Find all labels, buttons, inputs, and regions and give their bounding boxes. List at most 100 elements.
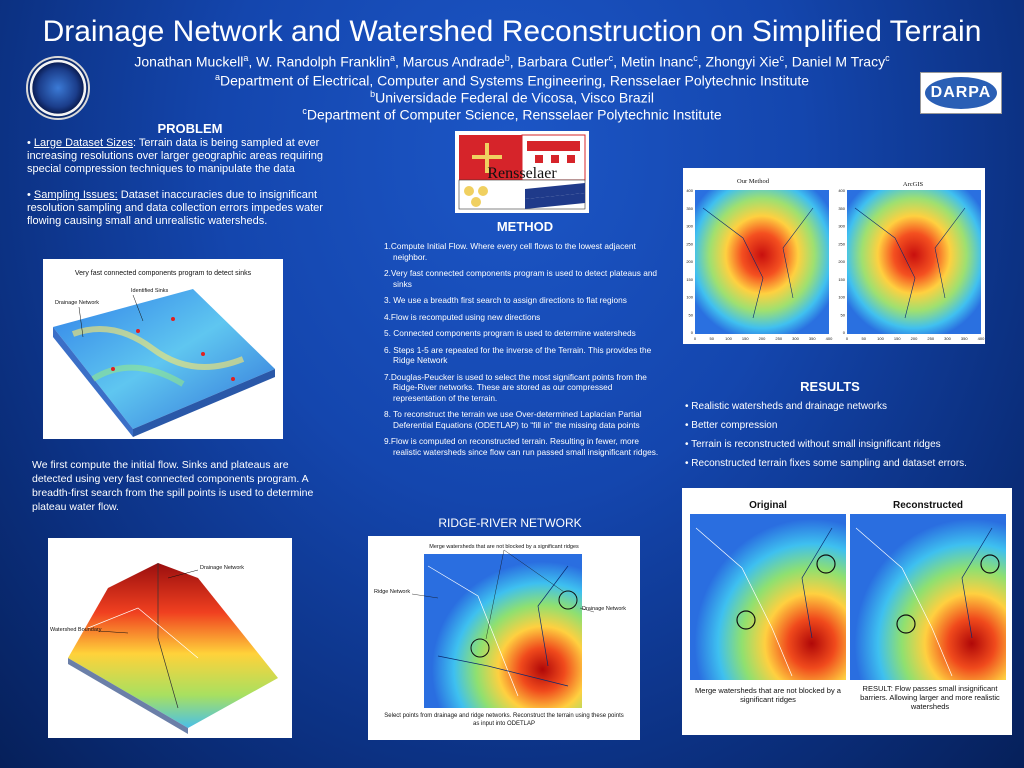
label-identified-sinks: Identified Sinks [131,288,169,294]
author-name: Jonathan Muckell [134,53,244,70]
ridge-river-caption: Select points from drainage and ridge ne… [384,713,624,727]
sinks-title: Very fast connected components program t… [75,270,252,277]
recon-right-title: Reconstructed [893,500,963,511]
rpi-logo-icon: Rensselaer [455,131,589,213]
author-name: Marcus Andrade [402,53,505,70]
label-ridge-network: Ridge Network [374,589,410,595]
y-tick-label: 0 [843,330,846,335]
ridge-river-heading: RIDGE-RIVER NETWORK [438,516,582,530]
results-list: • Realistic watersheds and drainage netw… [685,400,1005,476]
author-name: Zhongyi Xie [705,53,780,70]
y-tick-label: 50 [689,312,694,317]
compare-left-title: Our Method [737,178,770,185]
recon-left-caption: Merge watersheds that are not blocked by… [695,686,841,704]
reconstructed-figure: Original Reconstructed Merge watersheds … [682,488,1012,735]
affiliation-c: cDepartment of Computer Science, Renssel… [302,106,722,123]
y-tick-label: 100 [838,295,845,300]
rpi-logo-text: Rensselaer [487,165,557,182]
compare-figure: Our Method ArcGIS 400 350 300 250 200 150 100 5… [683,168,985,344]
results-item: • Terrain is reconstructed without small… [685,439,941,450]
author-affiliation-mark: c [693,53,698,63]
x-tick-label: 250 [927,336,934,341]
results-item: • Reconstructed terrain fixes some sampl… [685,458,967,469]
x-tick-label: 150 [894,336,901,341]
x-tick-label: 250 [775,336,782,341]
problem-bullet-2: • Sampling Issues: Dataset inaccuracies … [27,189,323,227]
x-tick-label: 150 [742,336,749,341]
results-item: • Realistic watersheds and drainage netw… [685,401,887,412]
darpa-logo-icon: DARPA [920,72,1002,114]
y-tick-label: 350 [838,206,845,211]
label-watershed-drainage: Drainage Network [200,565,244,571]
x-tick-label: 50 [862,336,867,341]
label-ridge-drainage: Drainage Network [582,606,626,612]
method-item: 6. Steps 1-5 are repeated for the invers… [384,344,652,366]
y-tick-label: 400 [686,188,693,193]
x-tick-label: 100 [877,336,884,341]
affiliation-a: aDepartment of Electrical, Computer and … [214,72,810,89]
y-tick-label: 250 [838,241,845,246]
y-tick-label: 100 [686,295,693,300]
x-tick-label: 350 [961,336,968,341]
author-affiliation-mark: a [389,53,395,63]
y-tick-label: 150 [686,277,693,282]
compare-right-title: ArcGIS [903,181,924,188]
author-name: Barbara Cutler [517,53,609,70]
label-watershed-boundary: Watershed Boundary [50,627,102,633]
author-name: Metin Inanc [620,53,694,70]
results-item: • Better compression [685,420,778,431]
y-tick-label: 200 [686,259,693,264]
author-affiliation-mark: c [608,53,614,63]
label-merge: Merge watersheds that are not blocked by… [429,544,579,550]
method-item: 2.Very fast connected components program… [384,268,658,289]
author-affiliation-mark: c [779,53,784,63]
y-tick-label: 150 [838,277,845,282]
sinks-figure: Very fast connected components program t… [43,259,283,439]
x-tick-label: 400 [826,336,833,341]
nga-seal-icon [26,56,90,120]
problem-heading: PROBLEM [157,121,223,136]
ridge-river-figure: Merge watersheds that are not blocked by… [368,536,640,740]
method-item: 7.Douglas-Peucker is used to select the … [384,371,647,403]
recon-left-title: Original [749,500,787,511]
method-item: 1.Compute Initial Flow. Where every cell… [384,241,636,262]
x-tick-label: 200 [911,336,918,341]
method-item: 4.Flow is recomputed using new direction… [384,311,541,322]
poster-title: Drainage Network and Watershed Reconstru… [42,15,982,48]
x-tick-label: 100 [725,336,732,341]
author-affiliation-mark: c [885,53,890,63]
y-tick-label: 0 [691,330,694,335]
y-tick-label: 300 [838,224,845,229]
x-tick-label: 300 [944,336,951,341]
recon-right-caption: RESULT: Flow passes small insignificant … [860,684,1000,711]
x-tick-label: 0 [694,336,697,341]
x-tick-label: 400 [978,336,985,341]
problem-bullets: • Large Dataset Sizes: Terrain data is b… [27,137,359,228]
x-tick-label: 200 [759,336,766,341]
y-tick-label: 250 [686,241,693,246]
problem-bullet-1: • Large Dataset Sizes: Terrain data is b… [27,137,323,175]
label-drainage-network: Drainage Network [55,300,99,306]
method-item: 5. Connected components program is used … [384,328,636,338]
affiliation-b: bUniversidade Federal de Vicosa, Visco B… [370,89,654,106]
method-item: 3. We use a breadth first search to assi… [384,295,627,305]
method-heading: METHOD [496,219,554,234]
x-tick-label: 350 [809,336,816,341]
method-item: 8. To reconstruct the terrain we use Ove… [384,409,642,430]
method-list: 1.Compute Initial Flow. Where every cell… [384,241,664,463]
flow-paragraph: We first compute the initial flow. Sinks… [32,459,314,513]
author-list: Jonathan Muckella, W. Randolph Franklina… [134,53,890,70]
x-tick-label: 300 [792,336,799,341]
author-affiliation-mark: b [504,53,510,63]
watershed-figure: Drainage Network Watershed Boundary [48,538,292,738]
method-item: 9.Flow is computed on reconstructed terr… [384,436,659,457]
y-tick-label: 50 [841,312,846,317]
y-tick-label: 350 [686,206,693,211]
x-tick-label: 50 [710,336,715,341]
y-tick-label: 400 [838,188,845,193]
author-name: Daniel M Tracy [791,53,886,70]
y-tick-label: 200 [838,259,845,264]
x-tick-label: 0 [846,336,849,341]
author-affiliation-mark: a [243,53,249,63]
author-name: W. Randolph Franklin [256,53,390,70]
